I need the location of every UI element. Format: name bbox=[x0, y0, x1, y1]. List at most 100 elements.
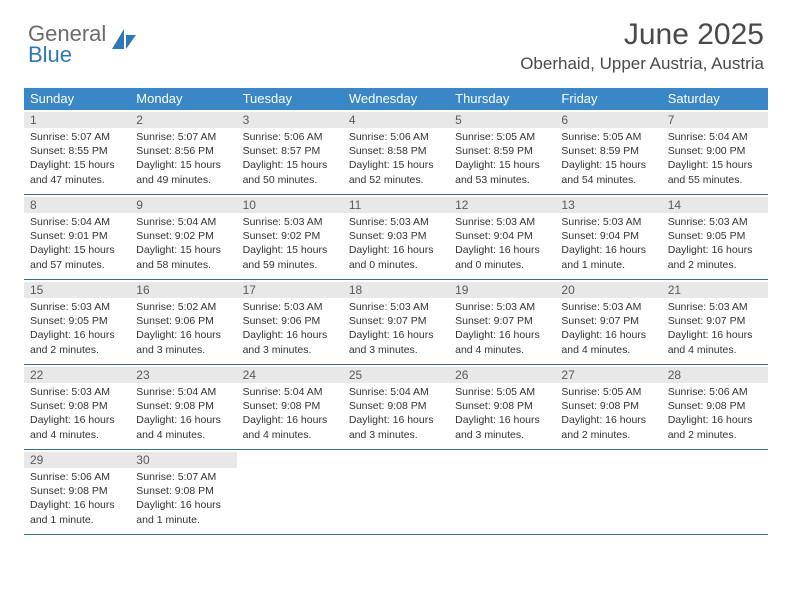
calendar-cell: 24Sunrise: 5:04 AMSunset: 9:08 PMDayligh… bbox=[237, 365, 343, 449]
calendar-cell: 30Sunrise: 5:07 AMSunset: 9:08 PMDayligh… bbox=[130, 450, 236, 534]
sunrise-line: Sunrise: 5:03 AM bbox=[668, 300, 762, 314]
sunset-line: Sunset: 8:58 PM bbox=[349, 144, 443, 158]
daylight-line: Daylight: 16 hours and 3 minutes. bbox=[349, 413, 443, 441]
sunrise-line: Sunrise: 5:05 AM bbox=[455, 385, 549, 399]
calendar-cell: 16Sunrise: 5:02 AMSunset: 9:06 PMDayligh… bbox=[130, 280, 236, 364]
daylight-line: Daylight: 16 hours and 4 minutes. bbox=[136, 413, 230, 441]
sunset-line: Sunset: 9:08 PM bbox=[30, 399, 124, 413]
calendar-cell: 27Sunrise: 5:05 AMSunset: 9:08 PMDayligh… bbox=[555, 365, 661, 449]
calendar-cell: 26Sunrise: 5:05 AMSunset: 9:08 PMDayligh… bbox=[449, 365, 555, 449]
sunset-line: Sunset: 9:07 PM bbox=[455, 314, 549, 328]
sunrise-line: Sunrise: 5:03 AM bbox=[561, 215, 655, 229]
sunset-line: Sunset: 9:02 PM bbox=[243, 229, 337, 243]
brand-text: General Blue bbox=[28, 24, 106, 66]
daylight-line: Daylight: 16 hours and 2 minutes. bbox=[668, 243, 762, 271]
calendar-cell bbox=[237, 450, 343, 534]
calendar-row: 22Sunrise: 5:03 AMSunset: 9:08 PMDayligh… bbox=[24, 365, 768, 450]
day-number: 10 bbox=[237, 197, 343, 213]
sunset-line: Sunset: 9:07 PM bbox=[349, 314, 443, 328]
calendar-cell: 9Sunrise: 5:04 AMSunset: 9:02 PMDaylight… bbox=[130, 195, 236, 279]
daylight-line: Daylight: 16 hours and 1 minute. bbox=[561, 243, 655, 271]
sunrise-line: Sunrise: 5:05 AM bbox=[561, 385, 655, 399]
weekday-header-cell: Friday bbox=[555, 88, 661, 110]
sunrise-line: Sunrise: 5:04 AM bbox=[668, 130, 762, 144]
sunrise-line: Sunrise: 5:06 AM bbox=[349, 130, 443, 144]
calendar-cell bbox=[449, 450, 555, 534]
weekday-header-cell: Thursday bbox=[449, 88, 555, 110]
sunrise-line: Sunrise: 5:03 AM bbox=[243, 300, 337, 314]
sunrise-line: Sunrise: 5:04 AM bbox=[243, 385, 337, 399]
sunrise-line: Sunrise: 5:06 AM bbox=[30, 470, 124, 484]
sunset-line: Sunset: 9:07 PM bbox=[561, 314, 655, 328]
sunset-line: Sunset: 9:08 PM bbox=[136, 399, 230, 413]
day-number: 9 bbox=[130, 197, 236, 213]
calendar-cell: 12Sunrise: 5:03 AMSunset: 9:04 PMDayligh… bbox=[449, 195, 555, 279]
calendar-cell: 5Sunrise: 5:05 AMSunset: 8:59 PMDaylight… bbox=[449, 110, 555, 194]
sunrise-line: Sunrise: 5:05 AM bbox=[561, 130, 655, 144]
day-number: 2 bbox=[130, 112, 236, 128]
calendar-cell bbox=[343, 450, 449, 534]
calendar-cell bbox=[662, 450, 768, 534]
daylight-line: Daylight: 15 hours and 58 minutes. bbox=[136, 243, 230, 271]
sunset-line: Sunset: 9:01 PM bbox=[30, 229, 124, 243]
calendar-cell: 10Sunrise: 5:03 AMSunset: 9:02 PMDayligh… bbox=[237, 195, 343, 279]
day-number: 11 bbox=[343, 197, 449, 213]
daylight-line: Daylight: 15 hours and 50 minutes. bbox=[243, 158, 337, 186]
sunrise-line: Sunrise: 5:04 AM bbox=[136, 385, 230, 399]
calendar-cell: 6 Sunrise: 5:05 AMSunset: 8:59 PMDaylight… bbox=[555, 110, 661, 194]
daylight-line: Daylight: 15 hours and 54 minutes. bbox=[561, 158, 655, 186]
daylight-line: Daylight: 16 hours and 2 minutes. bbox=[561, 413, 655, 441]
daylight-line: Daylight: 15 hours and 59 minutes. bbox=[243, 243, 337, 271]
sunset-line: Sunset: 9:08 PM bbox=[136, 484, 230, 498]
weekday-header-row: SundayMondayTuesdayWednesdayThursdayFrid… bbox=[24, 88, 768, 110]
day-number: 5 bbox=[449, 112, 555, 128]
sunset-line: Sunset: 8:59 PM bbox=[561, 144, 655, 158]
day-number: 24 bbox=[237, 367, 343, 383]
month-title: June 2025 bbox=[520, 18, 764, 52]
daylight-line: Daylight: 16 hours and 3 minutes. bbox=[455, 413, 549, 441]
day-number: 6 bbox=[555, 112, 661, 128]
daylight-line: Daylight: 16 hours and 3 minutes. bbox=[136, 328, 230, 356]
calendar-cell: 29Sunrise: 5:06 AMSunset: 9:08 PMDayligh… bbox=[24, 450, 130, 534]
day-number: 3 bbox=[237, 112, 343, 128]
calendar-row: 15Sunrise: 5:03 AMSunset: 9:05 PMDayligh… bbox=[24, 280, 768, 365]
sunrise-line: Sunrise: 5:03 AM bbox=[30, 300, 124, 314]
day-number: 12 bbox=[449, 197, 555, 213]
sunrise-line: Sunrise: 5:03 AM bbox=[668, 215, 762, 229]
daylight-line: Daylight: 15 hours and 55 minutes. bbox=[668, 158, 762, 186]
calendar-cell: 7 Sunrise: 5:04 AMSunset: 9:00 PMDaylight… bbox=[662, 110, 768, 194]
calendar-body: 1Sunrise: 5:07 AMSunset: 8:55 PMDaylight… bbox=[24, 110, 768, 535]
daylight-line: Daylight: 16 hours and 3 minutes. bbox=[243, 328, 337, 356]
sunset-line: Sunset: 9:08 PM bbox=[668, 399, 762, 413]
day-number: 13 bbox=[555, 197, 661, 213]
sunrise-line: Sunrise: 5:03 AM bbox=[349, 300, 443, 314]
daylight-line: Daylight: 16 hours and 4 minutes. bbox=[243, 413, 337, 441]
calendar-cell: 3Sunrise: 5:06 AMSunset: 8:57 PMDaylight… bbox=[237, 110, 343, 194]
day-number: 25 bbox=[343, 367, 449, 383]
calendar-cell bbox=[555, 450, 661, 534]
daylight-line: Daylight: 15 hours and 49 minutes. bbox=[136, 158, 230, 186]
calendar-cell: 13 Sunrise: 5:03 AMSunset: 9:04 PMDayligh… bbox=[555, 195, 661, 279]
sunset-line: Sunset: 9:00 PM bbox=[668, 144, 762, 158]
daylight-line: Daylight: 16 hours and 4 minutes. bbox=[455, 328, 549, 356]
calendar-cell: 8Sunrise: 5:04 AMSunset: 9:01 PMDaylight… bbox=[24, 195, 130, 279]
calendar-grid: SundayMondayTuesdayWednesdayThursdayFrid… bbox=[24, 88, 768, 535]
sunrise-line: Sunrise: 5:03 AM bbox=[455, 300, 549, 314]
sunset-line: Sunset: 9:08 PM bbox=[455, 399, 549, 413]
sunset-line: Sunset: 9:05 PM bbox=[668, 229, 762, 243]
calendar-cell: 2Sunrise: 5:07 AMSunset: 8:56 PMDaylight… bbox=[130, 110, 236, 194]
calendar-cell: 17Sunrise: 5:03 AMSunset: 9:06 PMDayligh… bbox=[237, 280, 343, 364]
sunrise-line: Sunrise: 5:02 AM bbox=[136, 300, 230, 314]
brand-sail-icon bbox=[110, 27, 138, 56]
day-number: 29 bbox=[24, 452, 130, 468]
sunset-line: Sunset: 9:07 PM bbox=[668, 314, 762, 328]
sunset-line: Sunset: 9:06 PM bbox=[243, 314, 337, 328]
day-number: 22 bbox=[24, 367, 130, 383]
day-number: 7 bbox=[662, 112, 768, 128]
sunrise-line: Sunrise: 5:04 AM bbox=[136, 215, 230, 229]
sunrise-line: Sunrise: 5:03 AM bbox=[561, 300, 655, 314]
sunset-line: Sunset: 9:04 PM bbox=[561, 229, 655, 243]
sunrise-line: Sunrise: 5:04 AM bbox=[349, 385, 443, 399]
calendar-cell: 20Sunrise: 5:03 AMSunset: 9:07 PMDayligh… bbox=[555, 280, 661, 364]
calendar-row: 1Sunrise: 5:07 AMSunset: 8:55 PMDaylight… bbox=[24, 110, 768, 195]
